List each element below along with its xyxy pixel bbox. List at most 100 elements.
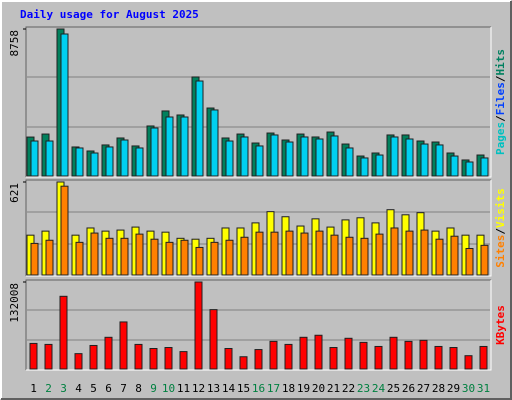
bar: [374, 345, 383, 370]
bar: [90, 152, 99, 177]
x-tick-label: 13: [207, 382, 220, 395]
bar: [224, 348, 233, 370]
bar: [360, 237, 369, 276]
bar: [344, 337, 353, 370]
bar: [420, 229, 429, 276]
bar: [315, 138, 324, 177]
bar: [240, 236, 249, 276]
bar: [404, 340, 413, 370]
x-tick-label: 25: [387, 382, 400, 395]
bar: [419, 339, 428, 370]
bar: [330, 234, 339, 276]
bar: [345, 147, 354, 177]
bar: [300, 232, 309, 276]
bar: [179, 351, 188, 370]
bar: [150, 127, 159, 177]
y-tick-label: 8758: [8, 30, 21, 57]
x-tick-label: 16: [252, 382, 265, 395]
x-tick-label: 14: [222, 382, 236, 395]
bar: [480, 244, 489, 276]
x-tick-label: 31: [477, 382, 490, 395]
bar: [165, 241, 174, 276]
x-tick-label: 4: [75, 382, 82, 395]
legend-separator: /: [494, 75, 507, 82]
x-tick-label: 23: [357, 382, 370, 395]
plot-bevel-light: [26, 280, 492, 371]
bar: [105, 146, 114, 177]
bar: [135, 233, 144, 276]
legend-item: Visits: [494, 188, 507, 228]
legend-item: Files: [494, 82, 507, 115]
x-tick-label: 27: [417, 382, 430, 395]
bar: [104, 336, 113, 370]
bar: [449, 347, 458, 370]
legend: KBytes: [494, 305, 507, 345]
bar: [150, 238, 159, 276]
bar: [314, 334, 323, 370]
bar: [360, 157, 369, 177]
bar: [390, 227, 399, 276]
legend-item: Hits: [494, 49, 507, 76]
plot-bevel-light: [26, 27, 492, 178]
bar: [89, 344, 98, 370]
bar: [45, 239, 54, 276]
y-tick-label: 621: [8, 183, 21, 203]
bar: [390, 136, 399, 177]
bar: [450, 235, 459, 276]
legend-separator: /: [494, 228, 507, 235]
bar: [180, 116, 189, 177]
bar: [195, 80, 204, 177]
x-tick-label: 24: [372, 382, 386, 395]
bar: [345, 236, 354, 276]
bar: [165, 116, 174, 177]
bar: [195, 246, 204, 276]
bar: [75, 147, 84, 177]
bar: [480, 157, 489, 177]
bar: [105, 237, 114, 276]
x-tick-label: 2: [45, 382, 52, 395]
x-tick-label: 29: [447, 382, 460, 395]
x-tick-label: 30: [462, 382, 475, 395]
bar: [300, 136, 309, 177]
bar: [434, 345, 443, 370]
bar: [464, 355, 473, 370]
x-tick-label: 28: [432, 382, 445, 395]
bar: [120, 139, 129, 177]
bar: [420, 143, 429, 177]
bar: [284, 343, 293, 370]
bar: [329, 347, 338, 370]
x-tick-label: 7: [120, 382, 127, 395]
x-tick-label: 17: [267, 382, 280, 395]
bar: [60, 185, 69, 276]
x-tick-label: 12: [192, 382, 205, 395]
bar: [75, 241, 84, 276]
bar: [270, 231, 279, 276]
bar: [330, 135, 339, 177]
bar: [405, 138, 414, 177]
bar: [209, 309, 218, 370]
bar: [465, 161, 474, 177]
bar: [450, 155, 459, 177]
bar: [435, 238, 444, 276]
bar: [240, 136, 249, 177]
legend-separator: /: [494, 115, 507, 122]
bar: [60, 33, 69, 177]
plot-bevel-dark: [25, 179, 491, 276]
legend: Sites/Visits: [494, 188, 507, 268]
bar: [285, 230, 294, 276]
bar: [30, 242, 39, 276]
bar: [90, 232, 99, 276]
x-tick-label: 20: [312, 382, 325, 395]
x-tick-label: 3: [60, 382, 67, 395]
bar: [435, 144, 444, 177]
bar: [59, 295, 68, 370]
bar: [315, 230, 324, 276]
bar: [149, 348, 158, 370]
bar: [45, 140, 54, 177]
y-tick-label: 132008: [8, 283, 21, 323]
bar: [255, 231, 264, 276]
plot-bevel-dark: [25, 26, 491, 177]
x-tick-label: 5: [90, 382, 97, 395]
